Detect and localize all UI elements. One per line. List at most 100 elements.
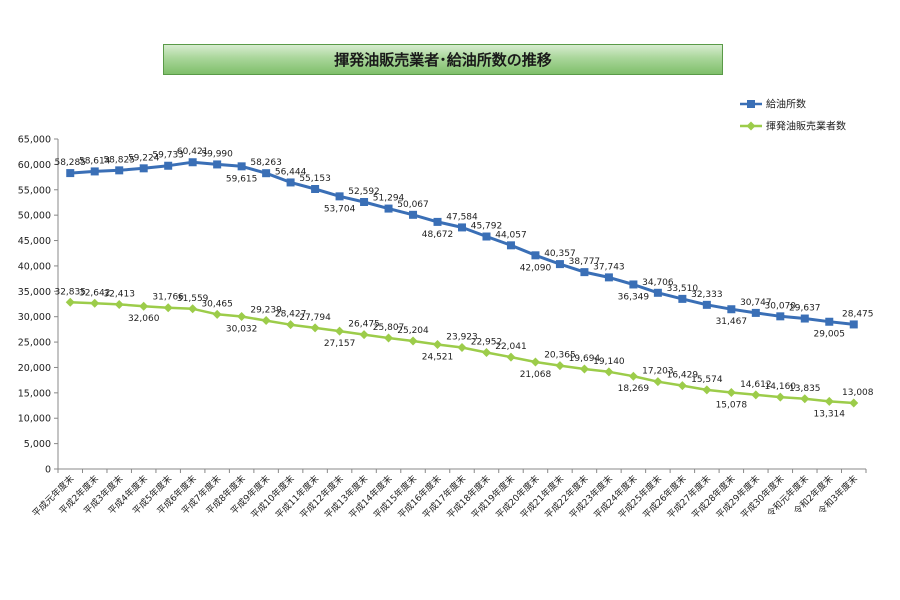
y-tick-label: 35,000 xyxy=(18,287,51,298)
data-point xyxy=(628,371,638,381)
data-point xyxy=(653,377,663,387)
data-point xyxy=(751,308,760,317)
y-tick-label: 40,000 xyxy=(18,261,51,272)
data-point xyxy=(359,330,369,340)
data-label: 34,706 xyxy=(642,278,674,288)
data-labels: 58,28558,61458,82559,22459,73360,42159,9… xyxy=(54,147,873,419)
y-tick-label: 30,000 xyxy=(18,312,51,323)
data-point xyxy=(531,251,540,260)
legend-label: 給油所数 xyxy=(766,98,806,111)
data-point xyxy=(506,241,515,250)
data-label: 24,521 xyxy=(422,353,454,363)
data-point xyxy=(433,340,443,350)
data-label: 29,637 xyxy=(789,304,821,314)
data-point xyxy=(776,312,785,321)
data-point xyxy=(580,268,589,277)
data-label: 31,467 xyxy=(716,317,748,327)
data-label: 22,952 xyxy=(471,337,503,347)
data-point xyxy=(114,299,124,309)
y-tick-label: 15,000 xyxy=(18,388,51,399)
data-point xyxy=(726,387,736,397)
data-label: 30,032 xyxy=(226,325,258,335)
data-label: 40,357 xyxy=(544,249,576,259)
data-point xyxy=(90,298,100,308)
data-point xyxy=(139,301,149,311)
data-label: 27,794 xyxy=(299,313,331,323)
data-point xyxy=(335,192,344,201)
y-tick-label: 45,000 xyxy=(18,236,51,247)
data-label: 55,153 xyxy=(299,174,331,184)
data-label: 29,005 xyxy=(814,330,846,340)
data-point xyxy=(286,320,296,330)
data-point xyxy=(384,204,393,213)
data-label: 13,835 xyxy=(789,384,821,394)
data-point xyxy=(261,316,271,326)
data-point xyxy=(65,297,75,307)
data-point xyxy=(66,169,75,178)
data-label: 25,204 xyxy=(397,326,429,336)
data-point xyxy=(579,364,589,374)
data-point xyxy=(311,184,320,193)
data-label: 31,766 xyxy=(152,293,184,303)
data-point xyxy=(335,326,345,336)
data-point xyxy=(262,169,271,178)
data-point xyxy=(604,273,613,282)
data-label: 59,990 xyxy=(201,149,233,159)
data-point xyxy=(555,361,565,371)
data-point xyxy=(727,305,736,314)
data-label: 23,923 xyxy=(446,333,478,343)
data-label: 37,743 xyxy=(593,262,625,272)
data-point xyxy=(849,398,859,408)
data-point xyxy=(702,385,712,395)
data-label: 56,444 xyxy=(275,167,307,177)
data-point xyxy=(188,158,197,167)
data-point xyxy=(677,381,687,391)
data-label: 33,510 xyxy=(667,284,699,294)
data-point xyxy=(481,347,491,357)
data-label: 58,825 xyxy=(103,155,135,165)
data-label: 60,421 xyxy=(177,147,209,157)
data-label: 58,614 xyxy=(79,156,111,166)
data-point xyxy=(629,280,638,289)
data-label: 42,090 xyxy=(520,263,552,273)
data-label: 45,792 xyxy=(471,222,503,232)
y-tick-label: 55,000 xyxy=(18,185,51,196)
chart-title: 揮発油販売業者･給油所数の推移 xyxy=(334,51,552,69)
y-tick-label: 20,000 xyxy=(18,363,51,374)
data-point xyxy=(310,323,320,333)
data-point xyxy=(237,312,247,322)
data-point xyxy=(408,336,418,346)
data-label: 53,704 xyxy=(324,204,356,214)
data-label: 22,041 xyxy=(495,342,527,352)
data-label: 20,365 xyxy=(544,351,576,361)
data-point xyxy=(825,317,834,326)
data-label: 30,465 xyxy=(201,299,233,309)
y-tick-label: 0 xyxy=(45,465,51,476)
data-label: 21,068 xyxy=(520,370,552,380)
data-label: 32,835 xyxy=(54,287,86,297)
data-label: 51,294 xyxy=(373,194,405,204)
data-label: 19,694 xyxy=(569,354,601,364)
data-point xyxy=(457,343,467,353)
data-point xyxy=(286,178,295,187)
data-point xyxy=(237,162,246,171)
y-tick-label: 65,000 xyxy=(18,135,51,146)
data-point xyxy=(360,197,369,206)
data-label: 29,239 xyxy=(250,306,282,316)
data-label: 59,615 xyxy=(226,174,258,184)
data-point xyxy=(751,390,761,400)
data-label: 59,733 xyxy=(152,151,184,161)
data-point xyxy=(458,223,466,232)
data-point xyxy=(164,161,173,170)
y-tick-label: 50,000 xyxy=(18,211,51,222)
data-point xyxy=(213,160,222,169)
data-point xyxy=(188,304,198,314)
data-point xyxy=(482,232,491,241)
data-label: 30,747 xyxy=(740,298,772,308)
data-point xyxy=(800,394,810,404)
data-label: 38,777 xyxy=(569,257,601,267)
data-point xyxy=(800,314,809,323)
data-label: 15,574 xyxy=(691,375,723,385)
